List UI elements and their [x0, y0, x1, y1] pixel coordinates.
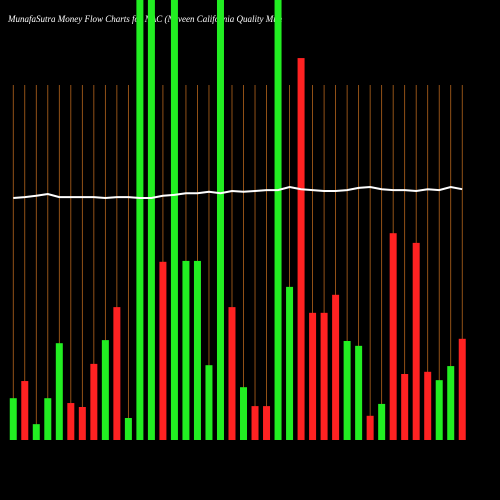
bar — [182, 260, 190, 440]
bar — [263, 406, 271, 440]
bar — [389, 233, 397, 440]
bar — [44, 398, 52, 440]
bar — [320, 312, 328, 440]
bar — [147, 0, 155, 440]
bar — [412, 242, 420, 440]
bar — [101, 340, 109, 440]
bar — [216, 0, 224, 440]
bar — [55, 343, 63, 440]
bar — [274, 0, 282, 440]
money-flow-line — [13, 185, 463, 200]
bar — [297, 58, 305, 441]
bar — [458, 338, 466, 440]
bar — [124, 418, 132, 440]
bar — [251, 406, 259, 440]
bar — [136, 0, 144, 440]
bar — [32, 424, 40, 440]
bar — [366, 415, 374, 440]
bar — [286, 286, 294, 440]
bar — [90, 363, 98, 440]
bar — [9, 398, 17, 440]
bar — [67, 403, 75, 440]
bar — [343, 341, 351, 440]
bar — [113, 307, 121, 440]
chart-title: MunafaSutra Money Flow Charts for NAC (N… — [7, 14, 283, 24]
bar — [401, 374, 409, 440]
bar — [435, 380, 443, 440]
bar — [378, 403, 386, 440]
bar — [355, 345, 363, 440]
bar — [228, 307, 236, 440]
bar — [193, 260, 201, 440]
bar — [424, 371, 432, 440]
bar — [240, 387, 248, 440]
bar — [78, 407, 86, 440]
bar — [447, 366, 455, 440]
bar — [309, 312, 317, 440]
bar — [332, 294, 340, 440]
bar — [205, 365, 213, 440]
bar — [170, 0, 178, 440]
bar — [21, 381, 29, 440]
bar — [159, 261, 167, 440]
